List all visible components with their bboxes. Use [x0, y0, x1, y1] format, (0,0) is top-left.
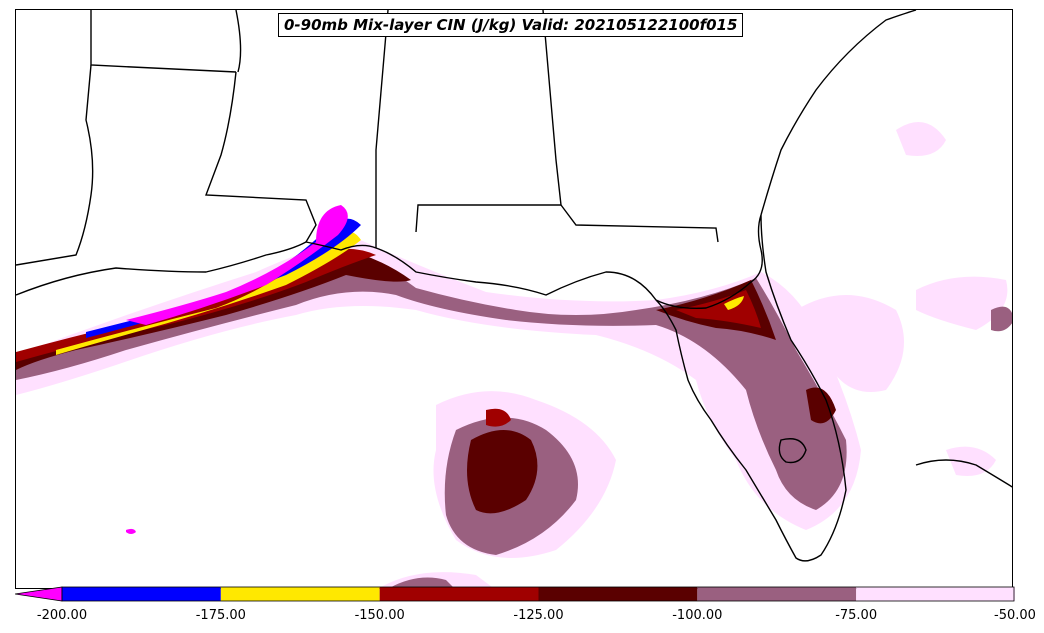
colorbar-border	[61, 586, 1015, 602]
colorbar-segment	[379, 587, 539, 601]
colorbar-segment	[220, 587, 380, 601]
colorbar-tick-label: -150.00	[354, 608, 405, 623]
map-panel	[15, 9, 1013, 589]
colorbar-segment	[538, 587, 698, 601]
colorbar-tick-label: -100.00	[672, 608, 723, 623]
colorbar	[15, 586, 1015, 602]
map-title: 0-90mb Mix-layer CIN (J/kg) Valid: 20210…	[278, 13, 744, 37]
colorbar-tick-label: -125.00	[513, 608, 564, 623]
colorbar-tick-label: -75.00	[835, 608, 878, 623]
cin-field-magenta	[126, 205, 348, 534]
colorbar-tick-label: -50.00	[994, 608, 1036, 623]
colorbar-segment	[856, 587, 1015, 601]
colorbar-extend-min	[15, 586, 63, 602]
coastline-and-borders	[16, 10, 1012, 562]
colorbar-tick-label: -175.00	[195, 608, 246, 623]
colorbar-tick-label: -200.00	[36, 608, 88, 623]
colorbar-segment	[62, 587, 221, 601]
colorbar-segment	[697, 587, 857, 601]
map-canvas	[16, 10, 1012, 588]
